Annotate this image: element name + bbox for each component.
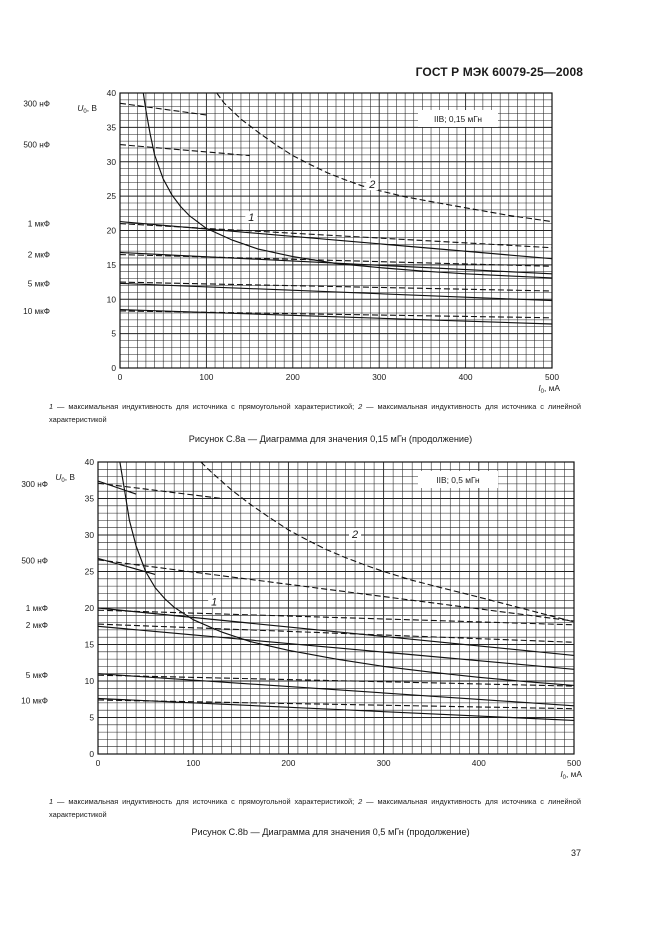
curve-label-bg (245, 211, 258, 224)
x-axis-label: I0, мА (538, 383, 560, 395)
capacitance-label: 300 нФ (21, 480, 48, 489)
note-text: — максимальная индуктивность для источни… (49, 797, 581, 819)
legend-label: IIB; 0,15 мГн (434, 114, 482, 124)
y-tick-label: 30 (107, 157, 117, 167)
x-tick-label: 500 (545, 372, 559, 382)
x-axis-label: I0, мА (560, 769, 582, 781)
note-text: — максимальная индуктивность для источни… (53, 797, 359, 806)
x-tick-label: 0 (118, 372, 123, 382)
series-line-300-нФ (120, 102, 207, 116)
series-line-1-мкФ-b (98, 609, 574, 626)
x-tick-label: 300 (372, 372, 386, 382)
curve-label: 2 (368, 179, 375, 191)
y-tick-label: 0 (89, 749, 94, 759)
y-axis-label: U0, B (77, 103, 97, 115)
y-tick-label: 15 (85, 640, 95, 650)
series-line-5-мкФ-a (120, 282, 552, 302)
y-tick-label: 5 (111, 329, 116, 339)
series-line-1 (119, 462, 574, 686)
series-line-300-нФ-a (98, 480, 137, 495)
legend-box (418, 110, 498, 127)
note-text: — максимальная индуктивность для источни… (49, 402, 581, 424)
series-line-5-мкФ-b (120, 281, 552, 292)
series-line-500-нФ (120, 144, 250, 157)
curve-label-bg (366, 178, 379, 191)
x-tick-label: 400 (459, 372, 473, 382)
capacitance-label: 300 нФ (23, 99, 50, 108)
curve-label: 1 (211, 596, 217, 608)
capacitance-label: 500 нФ (21, 557, 48, 566)
y-tick-label: 25 (107, 191, 117, 201)
y-tick-label: 20 (85, 603, 95, 613)
note-text: — максимальная индуктивность для источни… (53, 402, 359, 411)
y-tick-label: 40 (107, 88, 117, 98)
note-number: 1 (49, 797, 54, 806)
plot-frame (119, 92, 553, 369)
series-line-500-нФ-b (98, 559, 574, 622)
x-tick-label: 400 (472, 758, 486, 768)
chart-b: 0 100 200 300 400 500 0 5 10 15 20 25 30 35 40 300 нФ 50… (21, 457, 582, 781)
curve-label: 2 (351, 529, 358, 541)
series-line-300-нФ-b (98, 482, 222, 500)
series-line-1 (142, 93, 552, 279)
series-line-10-мкФ-b (98, 699, 574, 710)
x-tick-label: 500 (567, 758, 581, 768)
x-tick-label: 100 (199, 372, 213, 382)
y-tick-label: 15 (107, 260, 117, 270)
y-tick-label: 0 (111, 363, 116, 373)
page-number: 37 (570, 848, 581, 858)
note-number: 1 (49, 402, 54, 411)
x-tick-label: 300 (377, 758, 391, 768)
y-tick-label: 40 (85, 457, 95, 467)
capacitance-label: 2 мкФ (28, 251, 50, 260)
y-tick-label: 20 (107, 226, 117, 236)
series-line-2-мкФ-a (98, 625, 574, 670)
x-tick-label: 200 (286, 372, 300, 382)
x-tick-label: 200 (281, 758, 295, 768)
chart-a: 0 100 200 300 400 500 0 5 10 15 20 25 30 35 40 300 нФ 50… (23, 88, 560, 395)
y-tick-label: 30 (85, 530, 95, 540)
figure-title-a: Рисунок С.8а — Диаграмма для значения 0,… (188, 434, 473, 444)
capacitance-label: 10 мкФ (23, 307, 50, 316)
series-line-2 (216, 93, 552, 223)
capacitance-label: 2 мкФ (26, 621, 48, 630)
y-tick-label: 35 (85, 494, 95, 504)
series-line-1-мкФ-a (98, 607, 574, 656)
capacitance-label: 5 мкФ (26, 671, 48, 680)
y-tick-label: 5 (89, 713, 94, 723)
series-line-2-мкФ-b (120, 254, 552, 267)
series-group (120, 93, 552, 325)
note-number: 2 (358, 797, 363, 806)
y-tick-label: 10 (107, 294, 117, 304)
capacitance-label: 10 мкФ (21, 697, 48, 706)
series-line-2-мкФ-b (98, 623, 574, 643)
y-axis-label: U0, B (55, 472, 75, 484)
capacitance-label: 5 мкФ (28, 279, 50, 288)
curve-label: 1 (248, 212, 254, 224)
curve-label-bg (208, 595, 221, 608)
capacitance-label: 1 мкФ (26, 604, 48, 613)
y-tick-label: 25 (85, 567, 95, 577)
curve-label-bg (349, 528, 362, 541)
note-number: 2 (358, 402, 363, 411)
y-tick-label: 35 (107, 122, 117, 132)
series-line-5-мкФ-a (98, 673, 574, 707)
legend-label: IIB; 0,5 мГн (436, 475, 480, 485)
legend-box (418, 471, 498, 488)
series-line-1-мкФ-b (120, 223, 552, 249)
series-line-10-мкФ-a (98, 697, 574, 721)
document-header: ГОСТ Р МЭК 60079-25—2008 (415, 65, 583, 79)
series-line-2 (200, 462, 574, 623)
caption-note-a: 1 — максимальная индуктивность для источ… (49, 400, 581, 426)
x-tick-label: 0 (96, 758, 101, 768)
capacitance-label: 500 нФ (23, 141, 50, 150)
x-tick-label: 100 (186, 758, 200, 768)
y-tick-label: 10 (85, 676, 95, 686)
series-group (98, 462, 574, 721)
capacitance-label: 1 мкФ (28, 220, 50, 229)
series-line-10-мкФ-b (120, 310, 552, 319)
figure-title-b: Рисунок С.8b — Диаграмма для значения 0,… (191, 827, 470, 837)
caption-note-b: 1 — максимальная индуктивность для источ… (49, 795, 581, 821)
series-line-5-мкФ-b (98, 674, 574, 687)
